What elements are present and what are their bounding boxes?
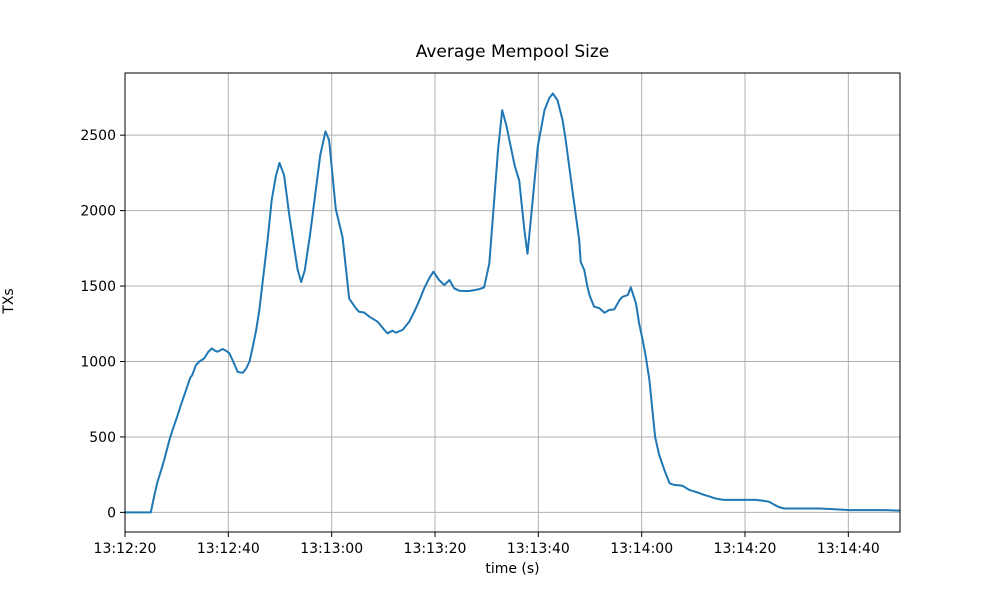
y-tick-label: 1000	[80, 354, 116, 370]
x-tick-label: 13:13:20	[404, 541, 467, 557]
x-tick-label: 13:14:00	[610, 541, 673, 557]
y-tick-label: 1500	[80, 279, 116, 295]
x-tick-label: 13:14:20	[714, 541, 777, 557]
x-tick-label: 13:13:40	[507, 541, 570, 557]
y-tick-label: 500	[89, 430, 116, 446]
y-tick-label: 0	[107, 505, 116, 521]
y-tick-label: 2000	[80, 204, 116, 220]
y-tick-label: 2500	[80, 128, 116, 144]
x-tick-label: 13:13:00	[300, 541, 363, 557]
axes-frame	[124, 72, 901, 533]
x-tick-label: 13:12:40	[197, 541, 260, 557]
y-axis-label: TXs	[1, 288, 17, 314]
chart-title: Average Mempool Size	[415, 42, 610, 62]
x-tick-label: 13:12:20	[94, 541, 157, 557]
data-series-line	[124, 92, 901, 514]
x-axis-label: time (s)	[485, 561, 540, 577]
x-tick-label: 13:14:40	[817, 541, 880, 557]
